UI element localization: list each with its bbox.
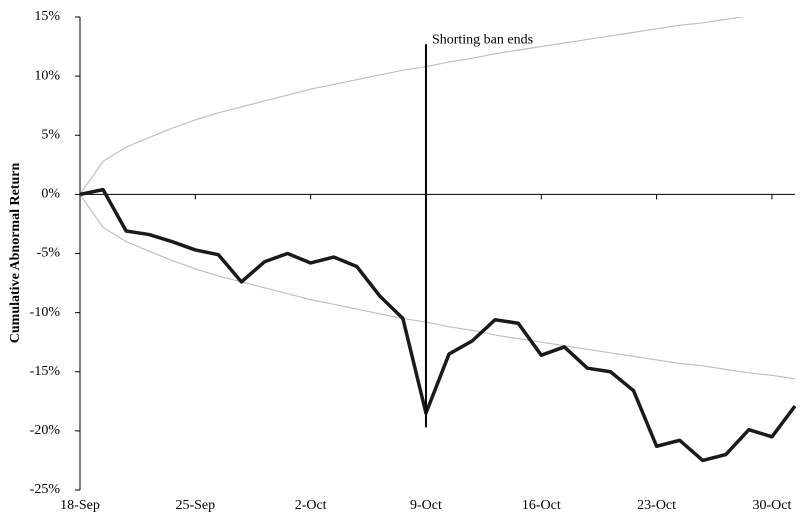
y-tick-label: -15% bbox=[30, 364, 61, 379]
series-line bbox=[80, 17, 746, 195]
series-line bbox=[80, 187, 796, 463]
x-tick-label: 16-Oct bbox=[522, 498, 561, 513]
x-tick-label: 18-Sep bbox=[60, 498, 100, 513]
y-tick-label: -5% bbox=[37, 246, 61, 261]
plot-area bbox=[80, 17, 796, 463]
y-tick-label: -25% bbox=[30, 482, 61, 497]
y-tick-label: 0% bbox=[41, 187, 60, 202]
y-tick-label: 15% bbox=[34, 9, 60, 24]
y-tick-label: 10% bbox=[34, 68, 60, 83]
x-tick-label: 2-Oct bbox=[295, 498, 327, 513]
x-tick-label: 30-Oct bbox=[752, 498, 791, 513]
x-tick-label: 9-Oct bbox=[410, 498, 442, 513]
series-line bbox=[80, 194, 796, 380]
y-tick-label: -20% bbox=[30, 423, 61, 438]
y-tick-label: 5% bbox=[41, 127, 60, 142]
annotation-text: Shorting ban ends bbox=[432, 32, 533, 47]
y-tick-label: -10% bbox=[30, 305, 61, 320]
x-tick-label: 25-Sep bbox=[175, 498, 215, 513]
x-tick-label: 23-Oct bbox=[637, 498, 676, 513]
y-axis-label: Cumulative Abnormal Return bbox=[8, 163, 23, 344]
